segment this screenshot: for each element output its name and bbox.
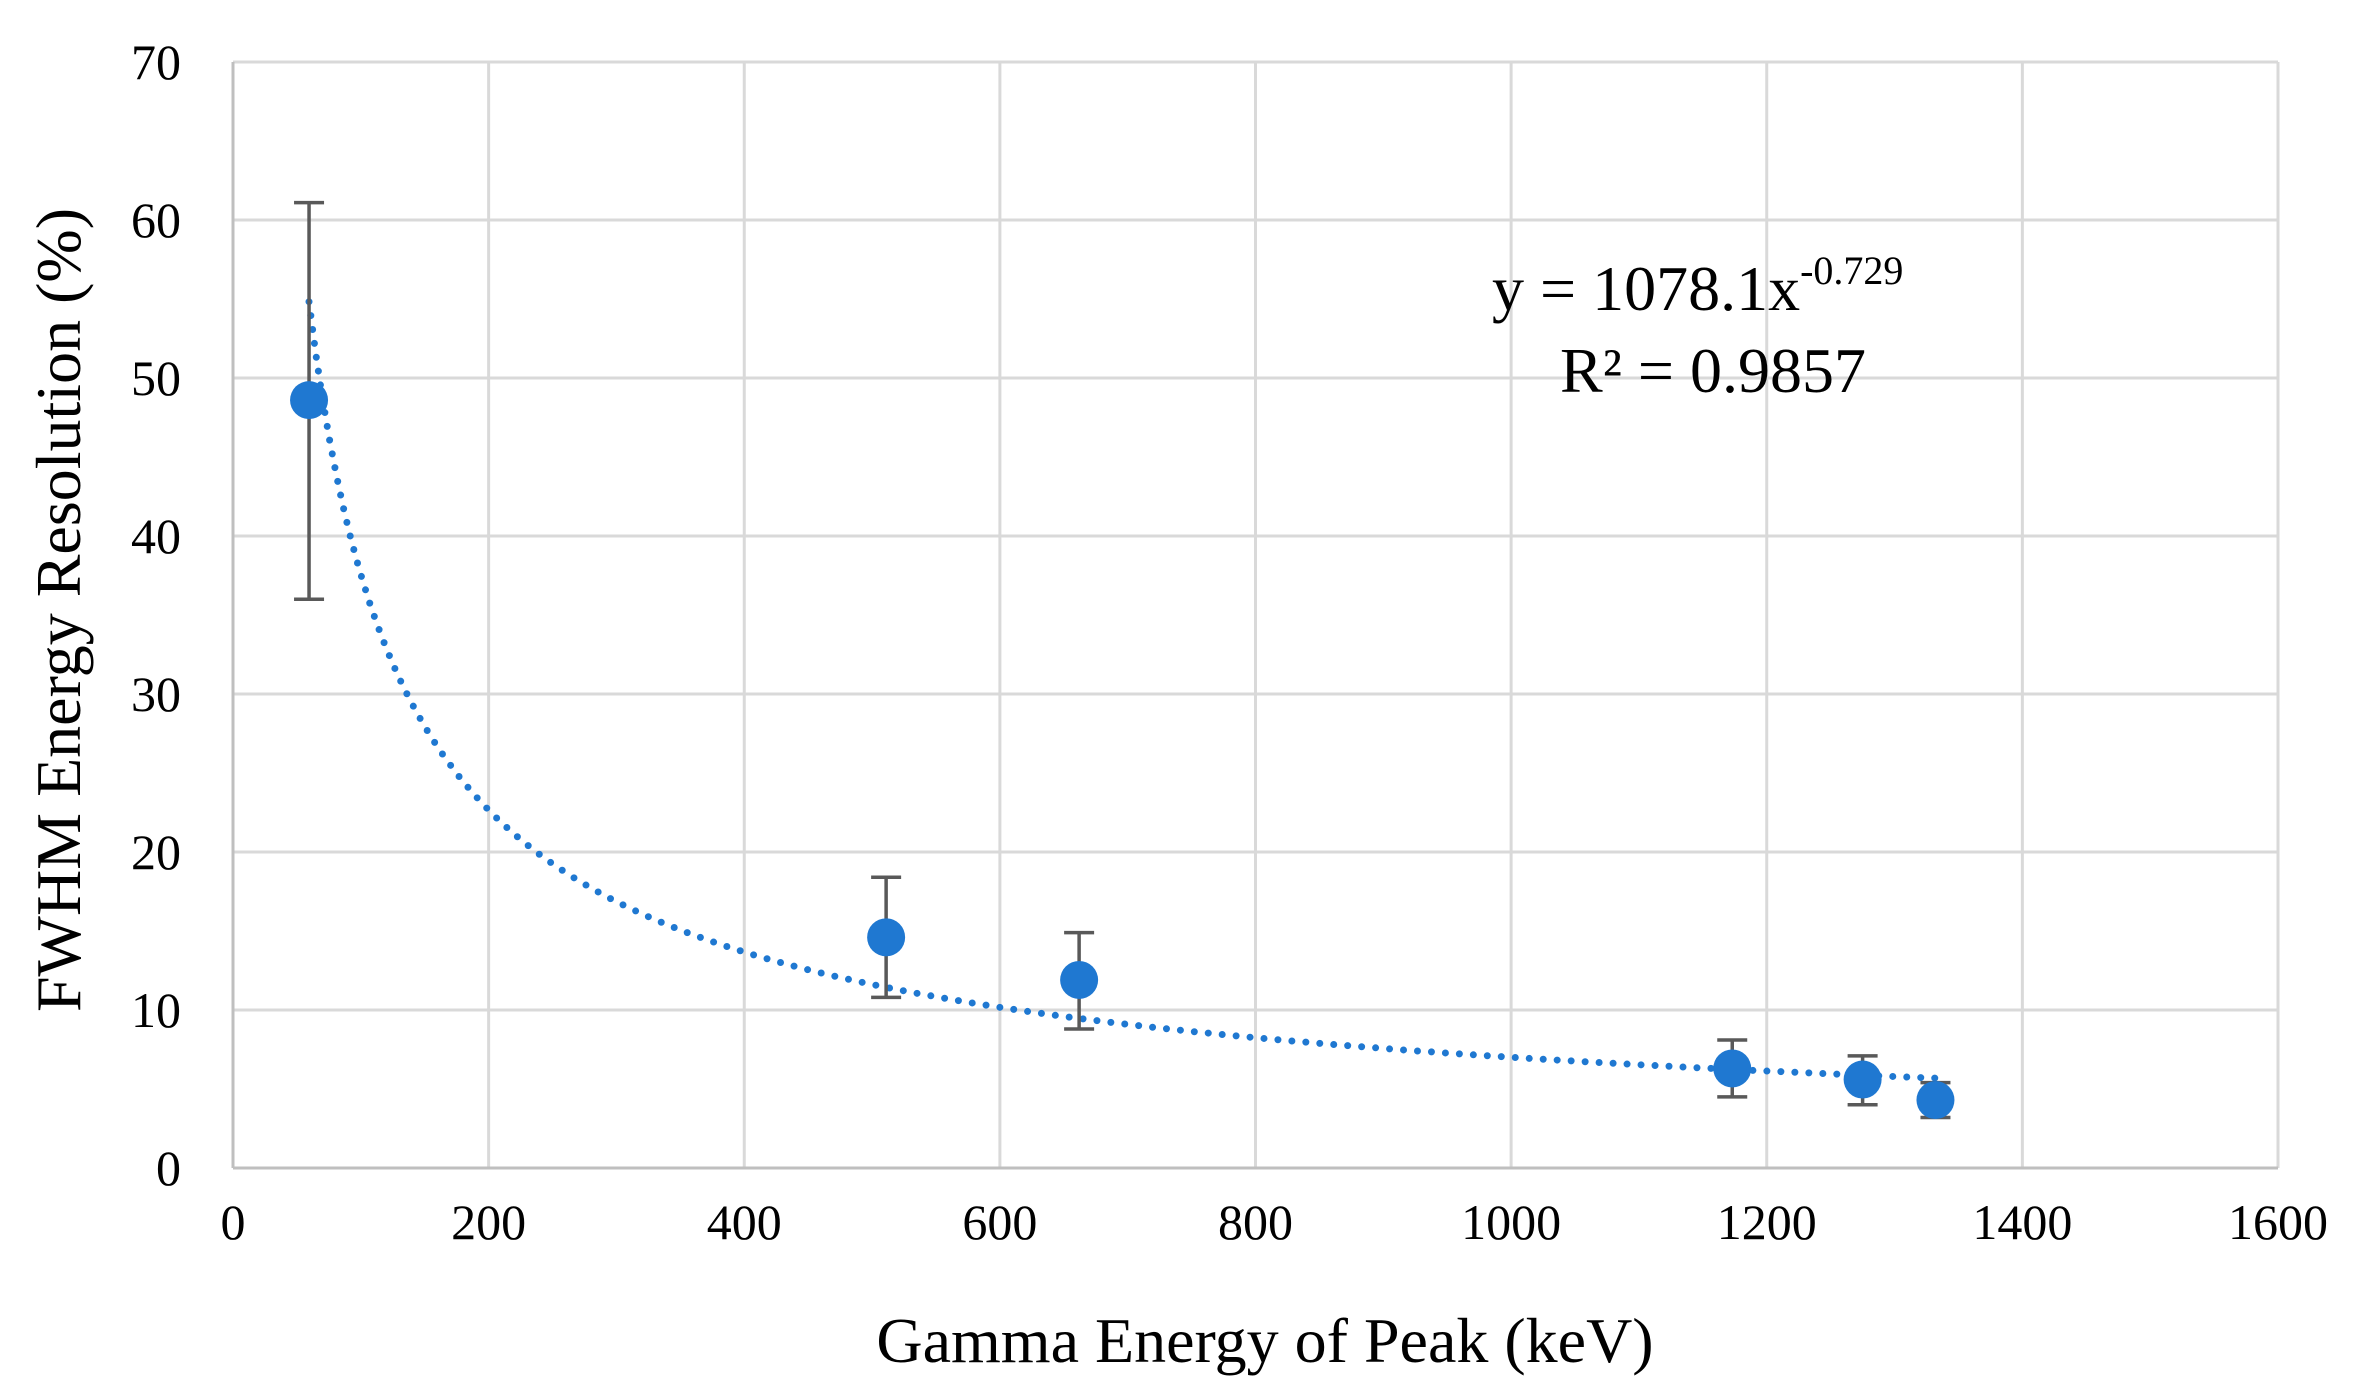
x-tick-label: 600 — [962, 1194, 1037, 1250]
y-tick-label: 20 — [131, 824, 181, 880]
y-tick-label: 0 — [156, 1140, 181, 1196]
x-tick-label: 400 — [707, 1194, 782, 1250]
data-point — [1916, 1081, 1955, 1120]
power-trendline — [305, 298, 1939, 1082]
x-tick-label: 1400 — [1972, 1194, 2072, 1250]
data-point — [1060, 960, 1099, 999]
y-tick-label: 10 — [131, 982, 181, 1038]
y-tick-label: 60 — [131, 192, 181, 248]
r-squared-label: R² = 0.9857 — [1560, 335, 1866, 406]
y-tick-label: 40 — [131, 508, 181, 564]
x-tick-label: 200 — [451, 1194, 526, 1250]
x-axis-title: Gamma Energy of Peak (keV) — [876, 1305, 1653, 1376]
x-tick-label: 800 — [1218, 1194, 1293, 1250]
trendline-path — [305, 298, 1939, 1082]
trendline-equation: y = 1078.1x-0.729 — [1492, 248, 1903, 324]
y-tick-labels: 0 10 20 30 40 50 60 70 — [131, 34, 181, 1196]
x-tick-label: 1600 — [2228, 1194, 2328, 1250]
data-points — [290, 381, 1955, 1120]
x-tick-labels: 0 200 400 600 800 1000 1200 1400 1600 — [221, 1194, 2329, 1250]
data-point — [1843, 1060, 1882, 1099]
data-point — [867, 918, 906, 957]
y-tick-label: 30 — [131, 666, 181, 722]
y-tick-label: 50 — [131, 350, 181, 406]
x-tick-label: 1200 — [1717, 1194, 1817, 1250]
x-tick-label: 0 — [221, 1194, 246, 1250]
axes — [231, 62, 2278, 1170]
equation-base: y = 1078.1x — [1492, 253, 1800, 324]
y-axis-title: FWHM Energy Resolution (%) — [23, 208, 94, 1012]
data-point — [290, 381, 329, 420]
gridlines — [233, 60, 2280, 1168]
data-point — [1713, 1049, 1752, 1088]
x-tick-label: 1000 — [1461, 1194, 1561, 1250]
equation-exponent: -0.729 — [1800, 248, 1903, 293]
y-tick-label: 70 — [131, 34, 181, 90]
